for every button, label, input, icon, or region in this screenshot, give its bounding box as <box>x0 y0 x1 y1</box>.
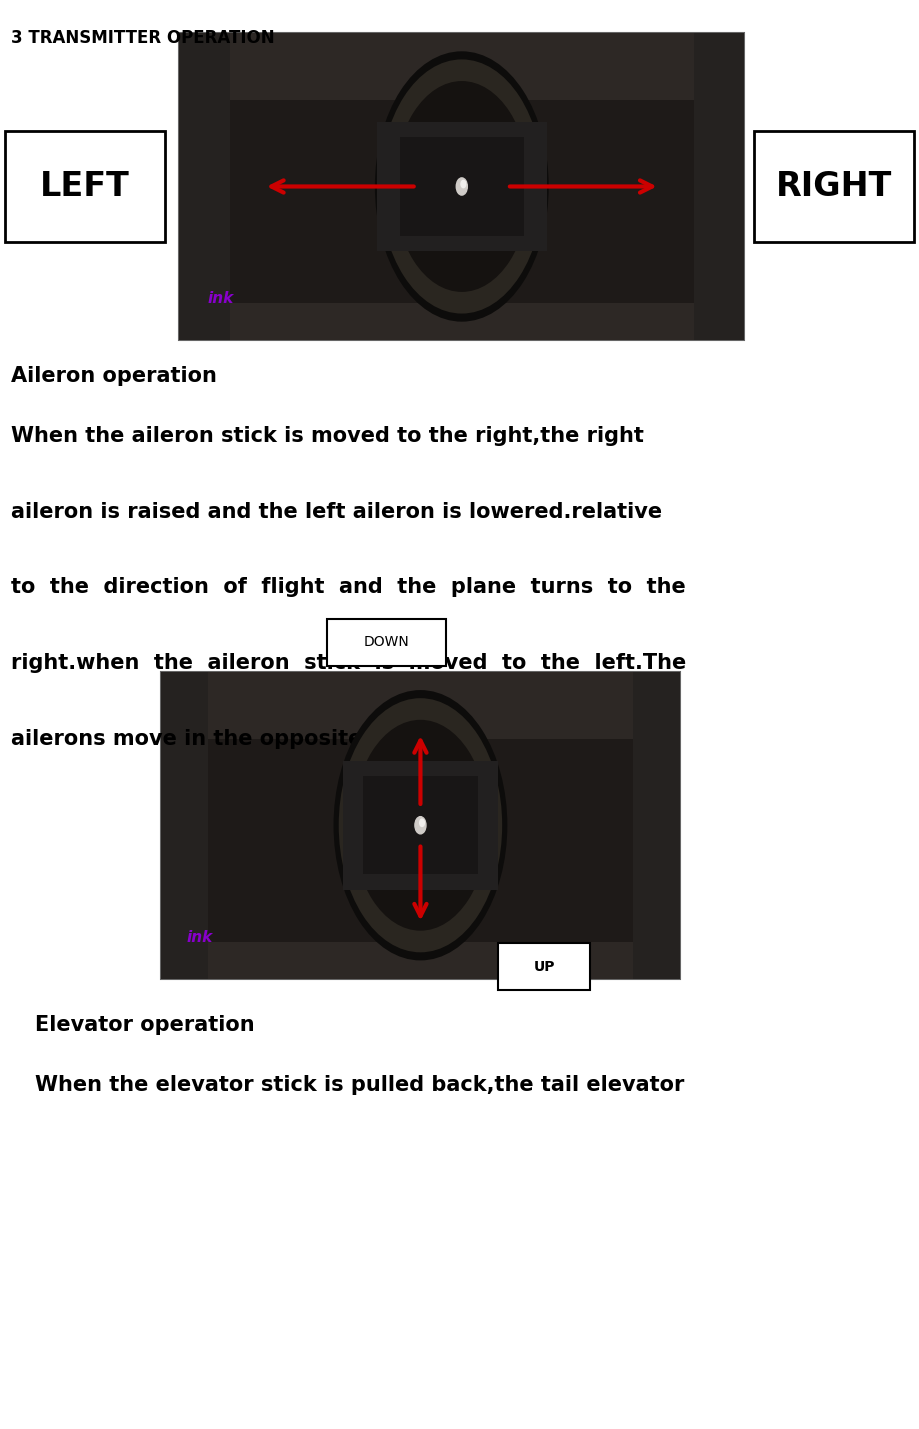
Bar <box>498 943 590 990</box>
Circle shape <box>339 699 502 952</box>
Circle shape <box>394 81 529 292</box>
Bar <box>161 942 680 979</box>
Text: When the aileron stick is moved to the right,the right: When the aileron stick is moved to the r… <box>11 426 644 446</box>
Bar <box>327 619 447 666</box>
Text: right.when  the  aileron  stick  is  moved  to  the  left.The: right.when the aileron stick is moved to… <box>11 653 686 673</box>
Bar <box>377 121 547 252</box>
Circle shape <box>414 816 426 835</box>
Text: RIGHT: RIGHT <box>776 170 892 203</box>
Text: LEFT: LEFT <box>40 170 130 203</box>
Circle shape <box>456 177 468 196</box>
Text: ink: ink <box>208 292 233 306</box>
Text: UP: UP <box>534 960 555 973</box>
Text: to  the  direction  of  flight  and  the  plane  turns  to  the: to the direction of flight and the plane… <box>11 577 686 597</box>
Bar <box>5 131 165 242</box>
Text: ink: ink <box>187 930 213 945</box>
Text: aileron is raised and the left aileron is lowered.relative: aileron is raised and the left aileron i… <box>11 502 663 522</box>
Bar <box>694 33 744 340</box>
Circle shape <box>375 51 549 322</box>
Text: Elevator operation: Elevator operation <box>35 1015 255 1035</box>
Bar <box>179 303 744 340</box>
Circle shape <box>461 180 466 187</box>
Circle shape <box>334 690 507 960</box>
Bar <box>161 672 208 979</box>
Text: DOWN: DOWN <box>364 636 410 649</box>
Bar <box>161 672 680 739</box>
Bar <box>179 33 230 340</box>
Bar <box>179 33 744 100</box>
Bar <box>400 137 524 236</box>
Bar <box>343 760 498 890</box>
Circle shape <box>380 60 543 313</box>
Text: Aileron operation: Aileron operation <box>11 366 217 386</box>
Bar <box>179 33 744 340</box>
Circle shape <box>353 720 488 930</box>
Text: ailerons move in the opposite direction: ailerons move in the opposite direction <box>11 729 475 749</box>
Circle shape <box>420 819 425 826</box>
Bar <box>633 672 680 979</box>
Bar <box>754 131 914 242</box>
Text: 3 TRANSMITTER OPERATION: 3 TRANSMITTER OPERATION <box>11 29 275 47</box>
Text: When the elevator stick is pulled back,the tail elevator: When the elevator stick is pulled back,t… <box>35 1075 685 1095</box>
Bar <box>161 672 680 979</box>
Bar <box>363 776 478 875</box>
